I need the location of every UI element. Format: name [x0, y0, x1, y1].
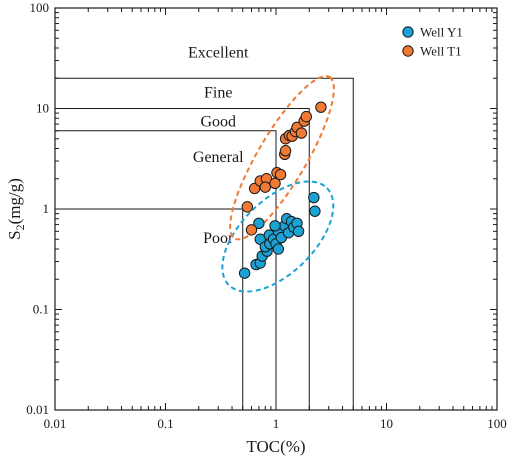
x-axis-title: TOC(%): [246, 437, 305, 456]
ellipse-well-y1: [221, 180, 335, 293]
data-point-well-y1: [292, 225, 305, 237]
data-point-well-y1: [272, 243, 285, 255]
legend-marker: [402, 26, 414, 38]
data-point-well-t1: [269, 177, 281, 190]
legend-label: Well Y1: [420, 25, 463, 40]
data-point-well-y1: [269, 220, 281, 232]
data-point-well-y1: [238, 267, 251, 279]
y-axis-title: S2(mg/g): [5, 178, 27, 240]
quality-region-labels: Excellent Fine Good General Poor: [188, 44, 249, 246]
legend-marker: [402, 45, 414, 57]
y-tick-label: 0.1: [33, 302, 49, 317]
axis-ticks: [54, 8, 497, 411]
y-tick-label: 10: [36, 101, 49, 116]
data-points: [238, 101, 327, 279]
data-point-well-t1: [279, 145, 292, 157]
data-point-well-y1: [253, 217, 265, 230]
region-label-poor: Poor: [203, 230, 234, 247]
x-tick-label: 1: [273, 416, 280, 431]
region-label-good: Good: [200, 114, 236, 131]
region-label-fine: Fine: [204, 84, 232, 101]
data-point-well-t1: [295, 127, 308, 139]
ellipse-well-t1: [229, 75, 335, 241]
y-axis-title-main: S: [5, 230, 24, 239]
data-point-well-t1: [300, 110, 312, 123]
x-tick-label: 10: [380, 416, 393, 431]
region-boundary-good: [55, 130, 277, 410]
data-point-well-t1: [274, 168, 287, 181]
region-boundary-excellent: [55, 77, 354, 410]
series-ellipses: [221, 75, 335, 293]
data-point-well-y1: [309, 205, 321, 217]
legend-label: Well T1: [420, 44, 462, 59]
quality-region-lines: [55, 77, 354, 410]
region-label-excellent: Excellent: [188, 44, 249, 61]
data-point-well-t1: [259, 181, 271, 193]
data-point-well-y1: [308, 191, 320, 204]
y-axis-title-subscript: 2: [13, 224, 27, 230]
y-tick-label: 0.01: [26, 402, 49, 417]
y-tick-label: 100: [30, 0, 50, 15]
region-label-general: General: [193, 149, 244, 166]
axis-tick-labels: 0.01 0.1 1 10 100 0.01 0.1 1 10 100: [26, 0, 507, 431]
region-boundary-fine: [55, 108, 310, 410]
legend: Well Y1 Well T1: [402, 25, 463, 59]
y-axis-title-tail: (mg/g): [5, 178, 24, 224]
x-tick-label: 100: [487, 416, 507, 431]
data-point-well-t1: [241, 201, 254, 213]
y-tick-label: 1: [43, 201, 50, 216]
data-point-well-t1: [315, 101, 327, 113]
x-tick-label: 0.1: [157, 416, 173, 431]
data-point-well-t1: [245, 224, 258, 236]
x-tick-label: 0.01: [44, 416, 67, 431]
